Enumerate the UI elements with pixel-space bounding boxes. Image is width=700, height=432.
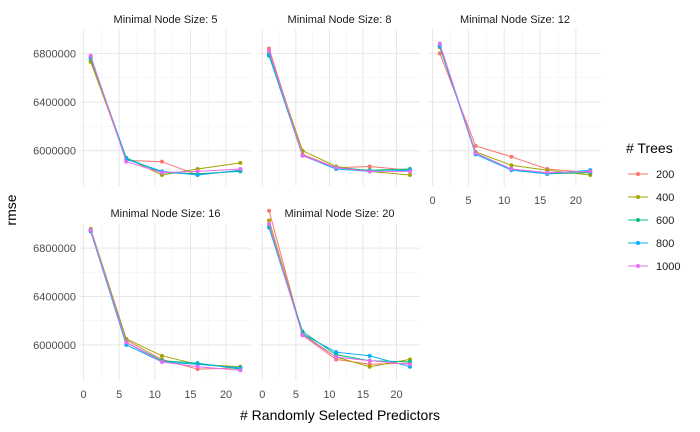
x-tick-label: 5 — [116, 389, 122, 401]
data-point-1000 — [545, 170, 550, 175]
y-tick-label: 6400000 — [33, 97, 76, 109]
data-point-800 — [195, 173, 200, 178]
data-point-1000 — [334, 355, 339, 360]
data-point-1000 — [509, 166, 514, 171]
y-tick-label: 6000000 — [33, 146, 76, 158]
facet-title: Minimal Node Size: 12 — [460, 14, 570, 26]
legend-entry-label: 800 — [656, 238, 674, 250]
data-point-1000 — [195, 169, 200, 174]
facet-panel: Minimal Node Size: 8 — [259, 14, 420, 186]
data-point-1000 — [195, 364, 200, 369]
y-axis-title: rmse — [3, 194, 19, 225]
data-point-400 — [238, 160, 243, 165]
data-point-1000 — [300, 333, 305, 338]
data-point-400 — [159, 353, 164, 358]
x-tick-label: 5 — [293, 389, 299, 401]
x-tick-label: 20 — [220, 389, 232, 401]
data-point-400 — [407, 173, 412, 178]
data-point-1000 — [88, 228, 93, 233]
facet-title: Minimal Node Size: 20 — [284, 208, 394, 220]
data-point-200 — [509, 154, 514, 159]
y-tick-label: 6400000 — [33, 292, 76, 304]
legend-key-point — [636, 172, 640, 176]
x-tick-label: 10 — [149, 389, 161, 401]
x-tick-label: 20 — [570, 195, 582, 207]
data-point-400 — [509, 163, 514, 168]
x-tick-label: 15 — [357, 389, 369, 401]
facet-title: Minimal Node Size: 16 — [110, 208, 220, 220]
legend-entry-label: 200 — [656, 169, 674, 181]
data-point-1000 — [334, 165, 339, 170]
data-point-200 — [367, 164, 372, 169]
y-tick-label: 6800000 — [33, 48, 76, 60]
data-point-800 — [334, 350, 339, 355]
data-point-1000 — [407, 362, 412, 367]
x-tick-label: 0 — [259, 389, 265, 401]
y-tick-label: 6000000 — [33, 340, 76, 352]
data-point-200 — [473, 143, 478, 148]
x-tick-label: 10 — [498, 195, 510, 207]
facet-title: Minimal Node Size: 5 — [114, 14, 218, 26]
data-point-800 — [367, 353, 372, 358]
legend-entry-label: 400 — [656, 192, 674, 204]
legend-entry-label: 600 — [656, 215, 674, 227]
x-tick-label: 5 — [465, 195, 471, 207]
panel-background — [80, 29, 251, 186]
x-tick-label: 15 — [534, 195, 546, 207]
data-point-1000 — [88, 53, 93, 58]
data-point-1000 — [267, 222, 272, 226]
legend-key-point — [636, 241, 640, 245]
facet-panel: Minimal Node Size: 20 0 5 10 15 20 — [259, 208, 420, 401]
data-point-1000 — [124, 159, 129, 164]
facet-panel: Minimal Node Size: 5 6000000 6400000 680000… — [33, 14, 251, 186]
data-point-1000 — [437, 41, 442, 46]
data-point-1000 — [238, 166, 243, 171]
data-point-400 — [267, 218, 272, 223]
legend-title: # Trees — [626, 140, 673, 156]
legend-entry-label: 1000 — [656, 261, 680, 273]
x-tick-label: 10 — [323, 389, 335, 401]
data-point-1000 — [367, 169, 372, 174]
x-tick-label: 0 — [430, 195, 436, 207]
data-point-1000 — [407, 169, 412, 174]
data-point-200 — [437, 51, 442, 56]
data-point-200 — [267, 208, 272, 213]
x-axis-title: # Randomly Selected Predictors — [240, 407, 440, 423]
data-point-200 — [159, 159, 164, 164]
x-tick-label: 0 — [81, 389, 87, 401]
data-point-1000 — [159, 170, 164, 175]
legend-key-point — [636, 218, 640, 222]
data-point-1000 — [300, 153, 305, 158]
data-point-1000 — [238, 368, 243, 373]
panel-background — [259, 224, 420, 380]
data-point-1000 — [124, 340, 129, 345]
legend: # Trees 200 400 600 800 1000 — [626, 140, 680, 273]
data-point-1000 — [473, 151, 478, 156]
panel-background — [429, 29, 601, 186]
facet-panel: Minimal Node Size: 16 6000000 6400000 68000… — [33, 208, 251, 401]
facet-panel: Minimal Node Size: 12 0 5 10 15 20 — [429, 14, 601, 207]
legend-key-point — [636, 264, 640, 268]
y-tick-label: 6800000 — [33, 243, 76, 255]
data-point-1000 — [588, 169, 593, 174]
x-tick-label: 20 — [390, 389, 402, 401]
data-point-1000 — [159, 359, 164, 364]
facet-title: Minimal Node Size: 8 — [288, 14, 392, 26]
legend-key-point — [636, 195, 640, 199]
data-point-400 — [367, 364, 372, 369]
data-point-1000 — [267, 48, 272, 53]
data-point-1000 — [367, 358, 372, 363]
panel-background — [80, 224, 251, 380]
panel-background — [259, 29, 420, 186]
x-tick-label: 15 — [184, 389, 196, 401]
